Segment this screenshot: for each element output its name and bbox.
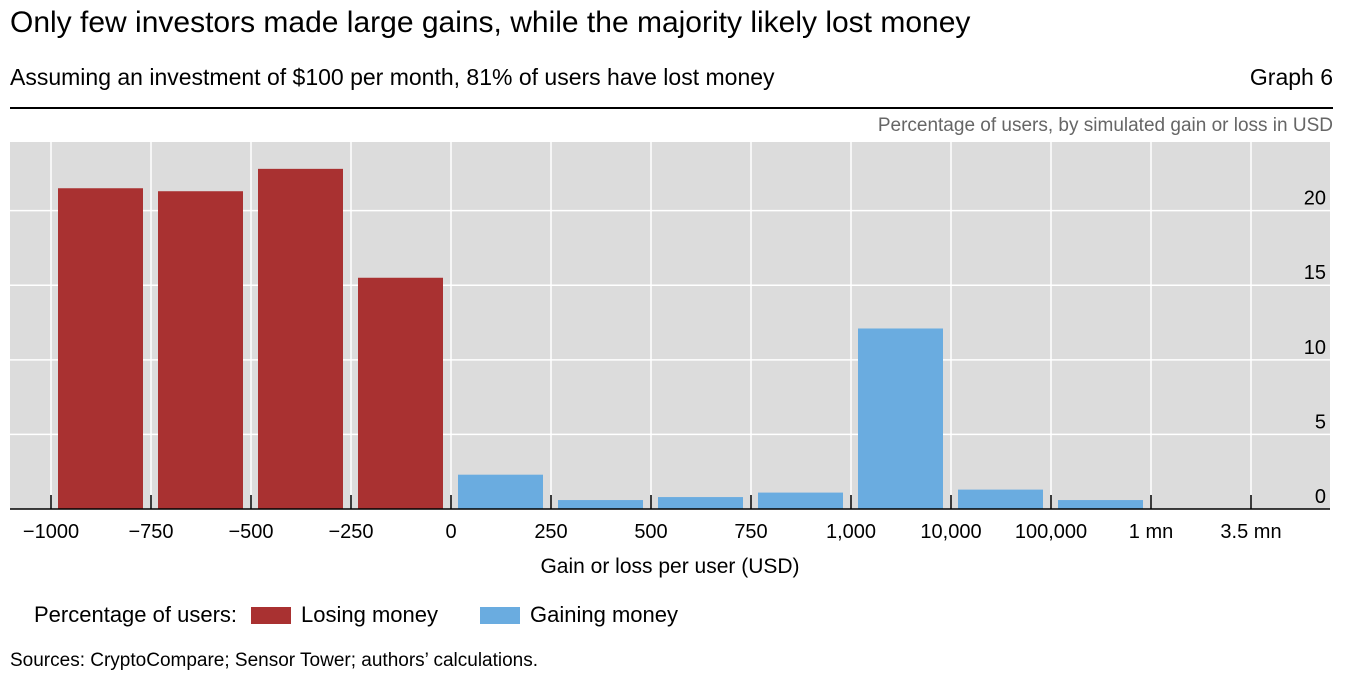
bar-losing-2 [258, 168, 343, 510]
legend: Percentage of users: Losing money Gainin… [34, 602, 678, 628]
bar-gaining-10 [1058, 500, 1143, 509]
x-tick-label: 250 [534, 521, 567, 543]
bar-gaining-4 [458, 474, 543, 509]
sources-note: Sources: CryptoCompare; Sensor Tower; au… [10, 650, 539, 671]
x-tick-label: 750 [734, 521, 767, 543]
bar-chart: −1000 −750 −500 −250 0 250 500 750 1,000 10,000 10… [10, 142, 1330, 578]
y-tick-label: 0 [1315, 486, 1326, 508]
x-tick-label: 0 [445, 521, 456, 543]
chart-subtitle: Assuming an investment of $100 per month… [10, 64, 775, 90]
x-tick-label: 100,000 [1015, 521, 1087, 543]
x-axis-title: Gain or loss per user (USD) [540, 555, 799, 578]
legend-swatch-gaining [480, 606, 520, 624]
header-rule [10, 107, 1333, 109]
bar-gaining-6 [658, 497, 743, 509]
legend-prefix: Percentage of users: [34, 602, 238, 627]
y-tick-label: 5 [1315, 411, 1326, 433]
y-tick-label: 20 [1304, 188, 1326, 210]
x-tick-label: 1,000 [826, 521, 876, 543]
x-tick-label: −750 [128, 521, 173, 543]
graph-number: Graph 6 [1249, 64, 1333, 90]
legend-label-losing: Losing money [301, 602, 438, 627]
legend-label-gaining: Gaining money [530, 602, 678, 627]
x-tick-label: −500 [228, 521, 273, 543]
bar-losing-1 [158, 191, 243, 510]
bar-losing-3 [358, 277, 443, 509]
x-tick-label: 1 mn [1129, 521, 1173, 543]
unit-label: Percentage of users, by simulated gain o… [877, 115, 1333, 136]
x-tick-label: 10,000 [920, 521, 981, 543]
bar-gaining-5 [558, 500, 643, 509]
bar-losing-0 [58, 188, 143, 509]
x-tick-label: 500 [634, 521, 667, 543]
bar-gaining-8 [858, 328, 943, 509]
x-tick-label: −1000 [23, 521, 79, 543]
bar-gaining-7 [758, 492, 843, 509]
x-tick-label: 3.5 mn [1220, 521, 1281, 543]
bar-gaining-9 [958, 489, 1043, 509]
legend-swatch-losing [251, 606, 292, 624]
chart-title: Only few investors made large gains, whi… [10, 6, 971, 39]
y-tick-label: 15 [1304, 262, 1326, 284]
y-tick-label: 10 [1304, 337, 1326, 359]
x-tick-label: −250 [328, 521, 373, 543]
